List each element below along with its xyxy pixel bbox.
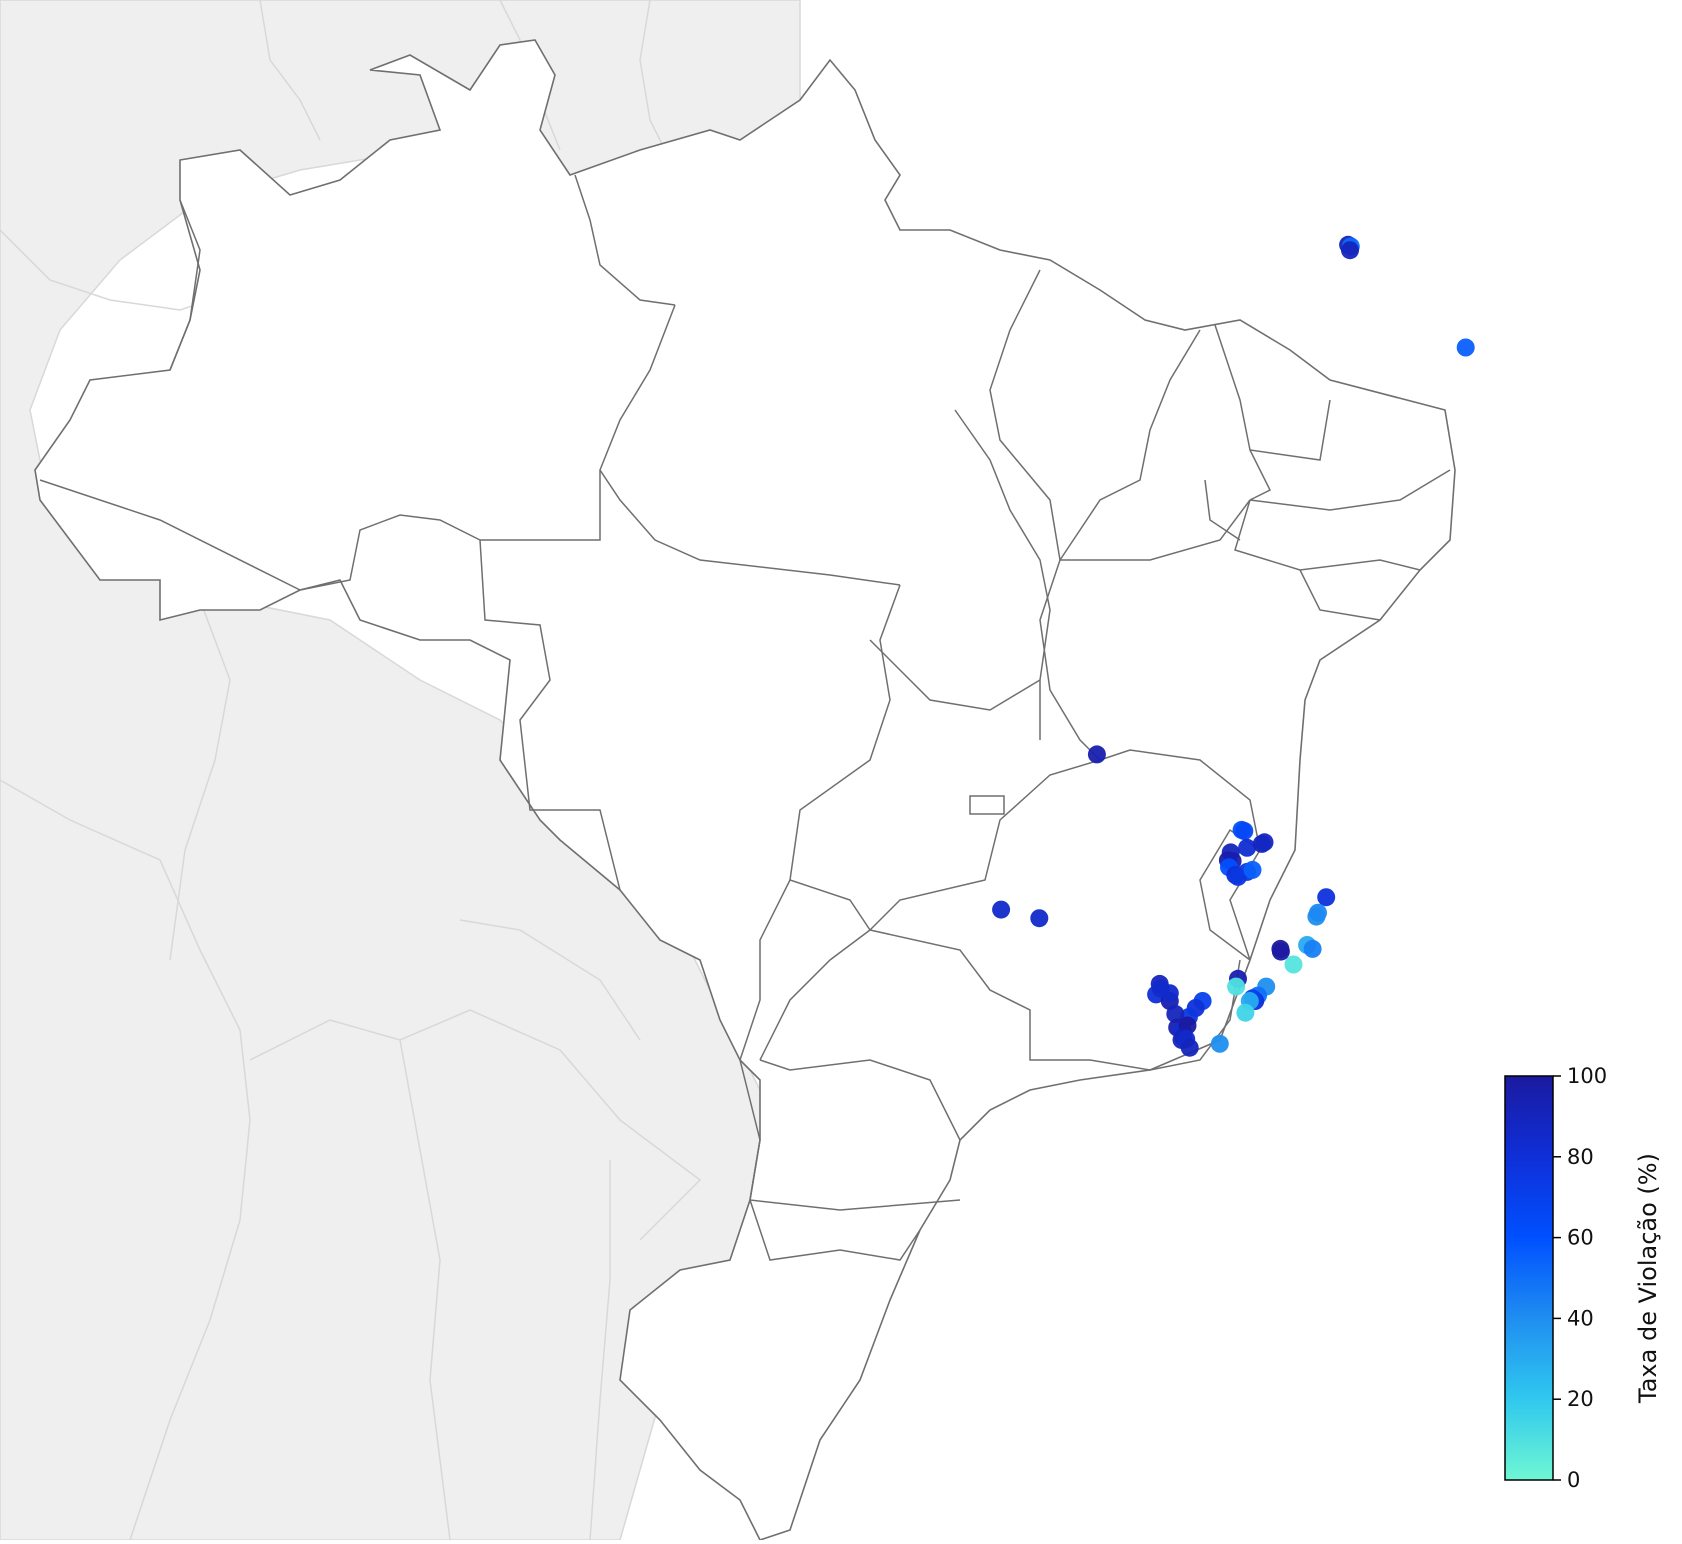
- colorbar-tick-label: 40: [1567, 1306, 1594, 1330]
- federal-district: [969, 795, 1005, 815]
- station-marker: [1243, 860, 1262, 879]
- state-border: [1059, 329, 1201, 561]
- station-marker: [1227, 977, 1246, 996]
- state-border: [480, 470, 601, 541]
- state-border: [1249, 449, 1272, 501]
- station-marker: [1236, 1003, 1255, 1022]
- colorbar-ticks: 0 20 40 60 80 100: [1553, 1064, 1607, 1492]
- state-border: [1039, 559, 1101, 761]
- station-marker: [1255, 833, 1274, 852]
- state-border: [869, 759, 1101, 931]
- state-border: [869, 639, 1041, 711]
- station-marker: [1210, 1034, 1229, 1053]
- station-marker: [1235, 822, 1254, 840]
- station-marker: [1087, 745, 1106, 764]
- station-marker: [1456, 338, 1475, 357]
- colorbar-label: Taxa de Violação (%): [1634, 1153, 1662, 1404]
- station-marker: [1160, 984, 1179, 1003]
- state-border: [299, 514, 481, 591]
- state-border: [1249, 469, 1451, 511]
- station-marker: [1030, 909, 1049, 928]
- state-border: [1299, 569, 1381, 621]
- neighbor-border: [0, 779, 251, 1121]
- state-border: [759, 1059, 961, 1141]
- state-border: [479, 539, 621, 891]
- neighbor-border: [459, 919, 641, 1041]
- state-border: [169, 199, 201, 371]
- colorbar-tick-label: 60: [1567, 1226, 1594, 1250]
- neighbor-border: [129, 1119, 251, 1541]
- brazil-outline: [34, 39, 1456, 1541]
- state-border: [789, 584, 901, 931]
- neighbor-border: [259, 0, 321, 141]
- colorbar: 0 20 40 60 80 100 Taxa de Violação (%): [1504, 1064, 1662, 1492]
- neighbor-border: [399, 1039, 451, 1541]
- station-marker: [1317, 888, 1336, 907]
- station-marker: [1238, 838, 1257, 857]
- state-border: [739, 879, 791, 1061]
- neighbor-border: [589, 1160, 611, 1541]
- state-border: [869, 929, 1151, 1071]
- state-border: [1204, 479, 1241, 541]
- state-border: [759, 929, 871, 1061]
- station-marker: [1303, 939, 1322, 958]
- colorbar-tick-label: 0: [1567, 1468, 1580, 1492]
- colorbar-tick-label: 20: [1567, 1387, 1594, 1411]
- stations: [992, 235, 1475, 1057]
- state-border: [39, 479, 301, 591]
- state-border: [599, 304, 901, 586]
- colorbar-tick-label: 100: [1567, 1064, 1607, 1088]
- station-marker: [1341, 241, 1359, 260]
- colorbar-gradient: [1504, 1075, 1554, 1481]
- station-marker: [1166, 1004, 1185, 1023]
- neighbor-border: [249, 1009, 702, 1241]
- state-border: [574, 174, 676, 306]
- station-marker: [1180, 1038, 1199, 1057]
- colorbar-tick-label: 80: [1567, 1145, 1594, 1169]
- station-marker: [992, 900, 1011, 919]
- station-marker: [1284, 955, 1303, 974]
- state-border: [749, 1199, 921, 1261]
- station-marker: [1271, 939, 1290, 958]
- state-border: [1060, 499, 1251, 561]
- state-border: [1099, 749, 1261, 961]
- station-marker: [1309, 903, 1327, 922]
- state-border: [989, 269, 1061, 561]
